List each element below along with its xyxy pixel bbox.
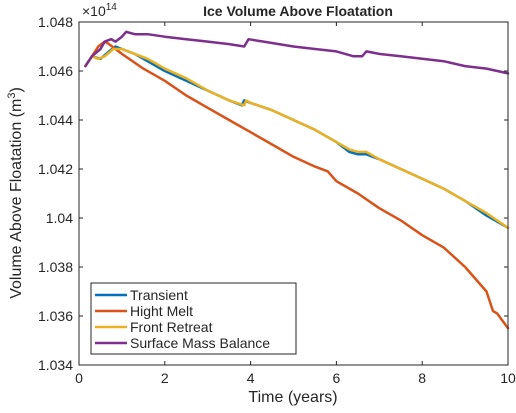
plot-border xyxy=(78,21,509,366)
y-axis-label-main: Volume Above Floatation (m xyxy=(8,99,25,299)
y-tick-label: 1.038 xyxy=(38,259,73,275)
x-tick-label: 0 xyxy=(75,370,83,386)
x-tick-label: 2 xyxy=(161,370,169,386)
x-tick-label: 10 xyxy=(500,370,516,386)
legend-label: Front Retreat xyxy=(130,319,213,335)
y-tick-label: 1.034 xyxy=(38,357,73,373)
y-axis-label: Volume Above Floatation (m3) xyxy=(6,87,25,299)
x-axis-label: Time (years) xyxy=(248,389,337,406)
series-layer xyxy=(84,30,510,330)
y-exponent-label: ×1014 xyxy=(82,2,117,19)
y-tick-label: 1.04 xyxy=(46,210,73,226)
y-exponent-power: 14 xyxy=(106,2,118,13)
legend-label: Transient xyxy=(130,287,188,303)
y-axis-label-close: ) xyxy=(8,87,25,92)
series-line-front-retreat xyxy=(84,47,510,230)
y-tick-label: 1.046 xyxy=(38,63,73,79)
y-tick-label: 1.042 xyxy=(38,161,73,177)
x-tick-label: 6 xyxy=(333,370,341,386)
y-exponent-base: ×10 xyxy=(82,3,106,19)
x-tick-label: 8 xyxy=(418,370,426,386)
axes-layer: 0 2 4 6 8 10 1.034 1.036 1.038 1.04 1.042 1.044 1.04… xyxy=(38,14,516,386)
y-tick-label: 1.036 xyxy=(38,308,73,324)
y-tick-label: 1.044 xyxy=(38,112,73,128)
legend-label: Hight Melt xyxy=(130,303,193,319)
y-axis-label-superscript: 3 xyxy=(6,93,18,99)
y-tick-label: 1.048 xyxy=(38,14,73,30)
series-line-hight-melt xyxy=(84,40,510,330)
x-tick-label: 4 xyxy=(247,370,255,386)
series-line-surface-mass-balance xyxy=(84,30,510,75)
chart-title: Ice Volume Above Floatation xyxy=(203,3,393,19)
legend-label: Surface Mass Balance xyxy=(130,335,270,351)
